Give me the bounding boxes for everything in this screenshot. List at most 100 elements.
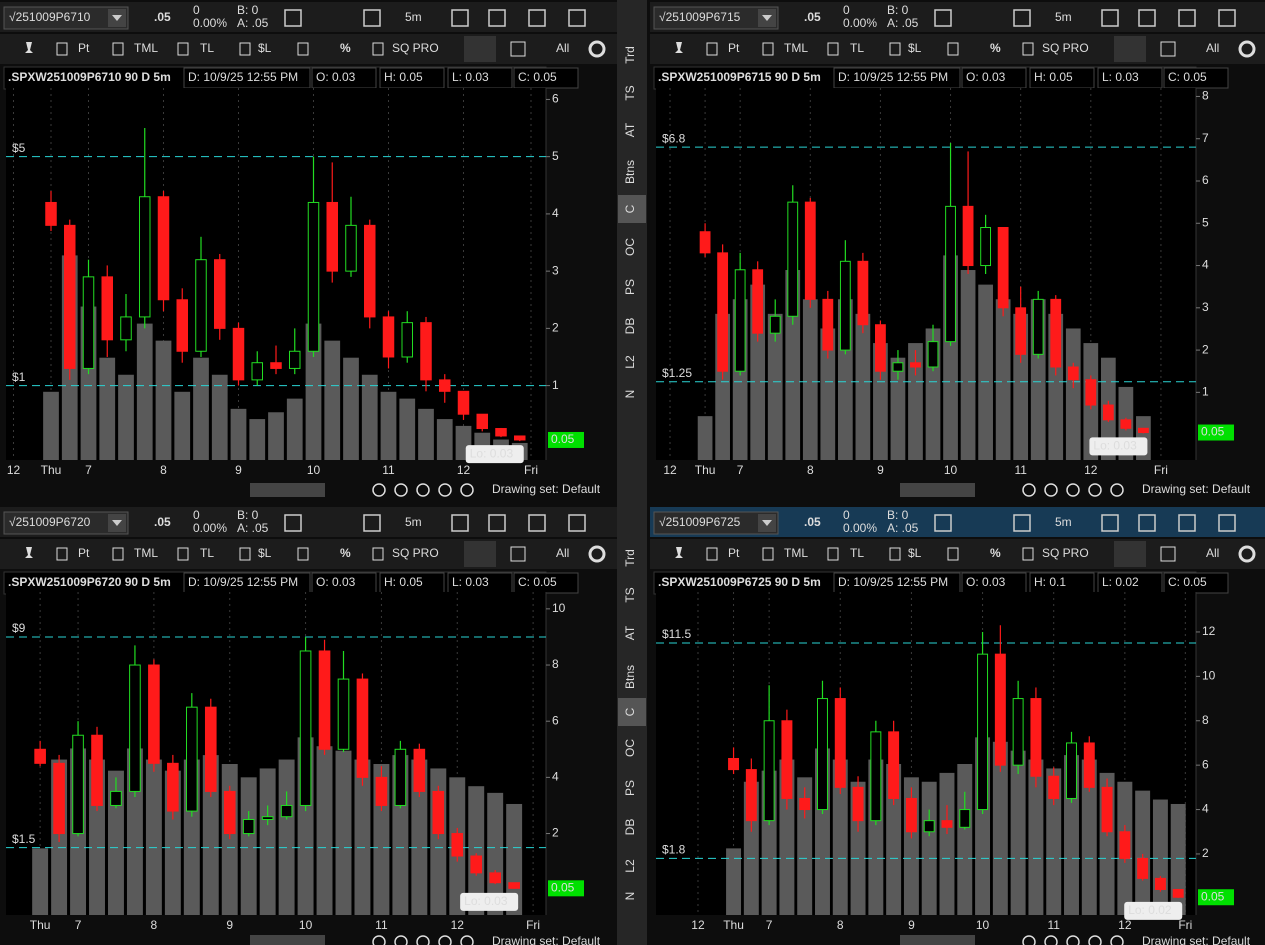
scrollbar[interactable] (250, 935, 325, 945)
toolbar-button[interactable]: % (990, 41, 1001, 55)
toolbar-button[interactable]: TML (134, 41, 158, 55)
toolbar-button[interactable]: All (556, 546, 569, 560)
drawing-set[interactable]: Drawing set: Default (1142, 482, 1251, 496)
layout-button[interactable] (1114, 541, 1146, 567)
zoom-in-icon[interactable] (394, 935, 408, 945)
toolbar-icon[interactable] (1013, 514, 1031, 532)
toolbar-button[interactable]: SQ PRO (392, 41, 439, 55)
aggregation[interactable]: 5m (405, 515, 422, 529)
toolbar-icon[interactable] (284, 9, 302, 27)
side-tab[interactable]: OC (623, 739, 637, 757)
layout-button[interactable] (1114, 36, 1146, 62)
rect-icon[interactable] (947, 547, 959, 561)
layout-button[interactable] (464, 541, 496, 567)
toolbar-icon[interactable] (528, 9, 546, 27)
toolbar-button[interactable]: TML (784, 546, 808, 560)
toolbar-button[interactable]: TL (850, 41, 864, 55)
toolbar-icon[interactable] (363, 9, 381, 27)
side-tab[interactable]: N (623, 892, 637, 901)
tml-icon[interactable] (112, 42, 124, 56)
tml-icon[interactable] (112, 547, 124, 561)
crosshair-icon[interactable] (438, 935, 452, 945)
side-tab[interactable]: AT (623, 122, 637, 137)
rect-icon[interactable] (297, 42, 309, 56)
fit-icon[interactable] (1066, 483, 1080, 497)
zoom-out-icon[interactable] (1022, 935, 1036, 945)
settings-icon[interactable] (1238, 40, 1256, 58)
side-tab[interactable]: Trd (623, 46, 637, 64)
toolbar-icon[interactable] (451, 514, 469, 532)
toolbar-button[interactable]: Pt (78, 546, 90, 560)
zoom-in-icon[interactable] (394, 483, 408, 497)
toolbar-icon[interactable] (1101, 9, 1119, 27)
toolbar-icon[interactable] (1101, 514, 1119, 532)
drawing-set[interactable]: Drawing set: Default (492, 482, 601, 496)
side-tab[interactable]: Btns (623, 160, 637, 184)
aggregation[interactable]: 5m (405, 10, 422, 24)
pointer-icon[interactable] (706, 42, 718, 56)
pointer-icon[interactable] (706, 547, 718, 561)
zoom-in-icon[interactable] (1044, 483, 1058, 497)
toolbar-icon[interactable] (934, 514, 952, 532)
side-tab[interactable]: Trd (623, 549, 637, 567)
pointer-icon[interactable] (56, 547, 68, 561)
sl-icon[interactable] (239, 42, 251, 56)
pin-icon[interactable] (675, 547, 683, 558)
side-tab[interactable]: L2 (623, 859, 637, 873)
crosshair-icon[interactable] (1088, 483, 1102, 497)
fit-icon[interactable] (416, 935, 430, 945)
toolbar-button[interactable]: SQ PRO (1042, 546, 1089, 560)
rect-icon[interactable] (947, 42, 959, 56)
tl-icon[interactable] (177, 42, 189, 56)
pin-icon[interactable] (25, 42, 33, 53)
tml-icon[interactable] (762, 547, 774, 561)
scrollbar[interactable] (900, 483, 975, 497)
toolbar-button[interactable]: TML (134, 546, 158, 560)
grid-button[interactable] (510, 41, 526, 57)
scrollbar[interactable] (900, 935, 975, 945)
pin-icon[interactable] (25, 547, 33, 558)
sq-icon[interactable] (372, 547, 384, 561)
tl-icon[interactable] (827, 42, 839, 56)
side-tab[interactable]: Btns (623, 665, 637, 689)
toolbar-button[interactable]: All (1206, 546, 1219, 560)
cursor-icon[interactable] (1110, 483, 1124, 497)
toolbar-button[interactable]: % (340, 546, 351, 560)
drawing-set[interactable]: Drawing set: Default (1142, 934, 1251, 945)
toolbar-button[interactable]: SQ PRO (392, 546, 439, 560)
toolbar-button[interactable]: % (340, 41, 351, 55)
symbol-box[interactable] (653, 511, 779, 535)
zoom-out-icon[interactable] (372, 935, 386, 945)
scrollbar[interactable] (250, 483, 325, 497)
toolbar-icon[interactable] (488, 9, 506, 27)
side-tab[interactable]: TS (623, 587, 637, 602)
zoom-in-icon[interactable] (1044, 935, 1058, 945)
side-tab[interactable]: DB (623, 318, 637, 335)
side-tab[interactable]: PS (623, 780, 637, 796)
toolbar-button[interactable]: TML (784, 41, 808, 55)
toolbar-button[interactable]: $L (258, 546, 272, 560)
tl-icon[interactable] (177, 547, 189, 561)
settings-icon[interactable] (1238, 545, 1256, 563)
toolbar-icon[interactable] (1218, 514, 1236, 532)
sq-icon[interactable] (1022, 547, 1034, 561)
aggregation[interactable]: 5m (1055, 10, 1072, 24)
toolbar-icon[interactable] (1138, 9, 1156, 27)
sq-icon[interactable] (1022, 42, 1034, 56)
toolbar-button[interactable]: Pt (728, 41, 740, 55)
side-tab[interactable]: DB (623, 819, 637, 836)
toolbar-button[interactable]: $L (258, 41, 272, 55)
rect-icon[interactable] (297, 547, 309, 561)
pin-icon[interactable] (675, 42, 683, 53)
crosshair-icon[interactable] (1088, 935, 1102, 945)
sq-icon[interactable] (372, 42, 384, 56)
toolbar-icon[interactable] (934, 9, 952, 27)
side-tab[interactable]: C (623, 204, 637, 213)
sl-icon[interactable] (889, 547, 901, 561)
cursor-icon[interactable] (460, 935, 474, 945)
toolbar-button[interactable]: $L (908, 546, 922, 560)
toolbar-button[interactable]: Pt (78, 41, 90, 55)
side-tab[interactable]: C (623, 707, 637, 716)
side-tab[interactable]: PS (623, 279, 637, 295)
layout-button[interactable] (464, 36, 496, 62)
